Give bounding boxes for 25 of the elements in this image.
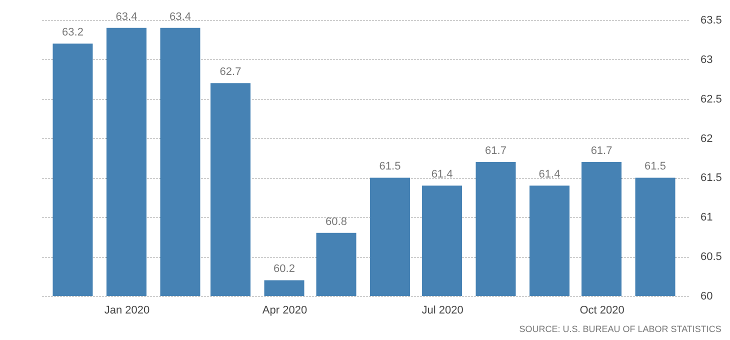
data-label: 60.2 xyxy=(274,263,295,276)
data-label: 61.5 xyxy=(644,160,666,173)
data-label: 63.2 xyxy=(62,26,84,39)
y-tick-label: 63.5 xyxy=(700,14,722,26)
y-tick-label: 62 xyxy=(700,132,713,145)
y-tick-label: 62.5 xyxy=(700,93,722,106)
x-tick-label: Apr 2020 xyxy=(262,304,308,316)
y-tick-label: 60 xyxy=(700,290,713,302)
x-tick-label: Jan 2020 xyxy=(104,304,150,316)
x-tick-label: Oct 2020 xyxy=(580,304,624,316)
data-label: 63.4 xyxy=(170,10,191,23)
y-tick-label: 61.5 xyxy=(700,172,722,184)
y-tick-label: 60.5 xyxy=(700,251,722,264)
data-label: 61.4 xyxy=(538,168,560,181)
y-tick-label: 61 xyxy=(700,212,713,224)
data-label: 61.7 xyxy=(485,144,506,157)
data-label: 62.7 xyxy=(220,66,242,78)
data-label: 61.5 xyxy=(379,160,401,173)
data-label: 60.8 xyxy=(326,216,347,228)
data-label: 61.7 xyxy=(590,144,612,157)
source-note: SOURCE: U.S. BUREAU OF LABOR STATISTICS xyxy=(519,324,722,334)
data-label: 61.4 xyxy=(431,168,453,181)
y-tick-label: 63 xyxy=(700,54,713,66)
x-tick-label: Jul 2020 xyxy=(422,304,464,316)
data-label: 63.4 xyxy=(116,10,138,23)
